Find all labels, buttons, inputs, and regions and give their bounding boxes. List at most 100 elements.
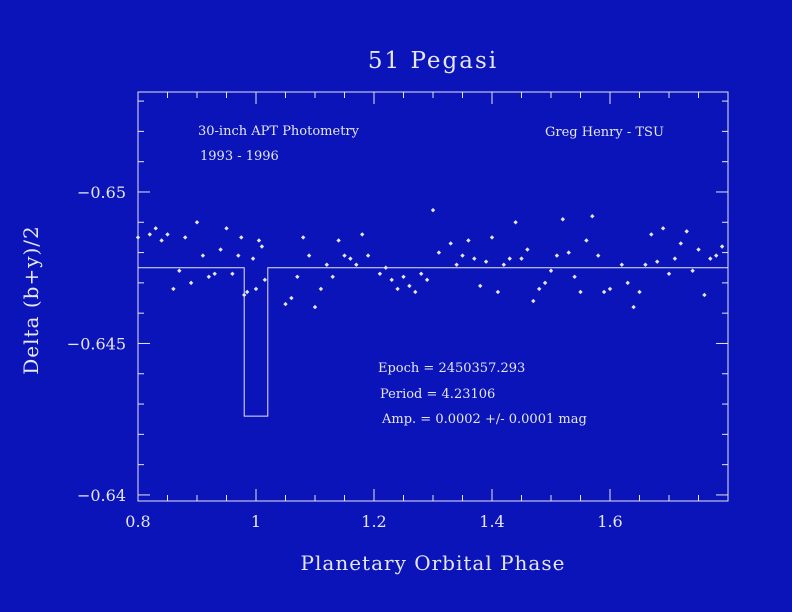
data-point — [596, 253, 601, 258]
data-point — [454, 262, 459, 267]
data-point — [578, 289, 583, 295]
data-point — [259, 244, 265, 249]
data-point — [383, 265, 388, 270]
data-point — [283, 301, 288, 307]
data-point — [395, 286, 400, 292]
data-point — [407, 283, 412, 289]
data-point — [153, 226, 158, 231]
data-point — [495, 289, 501, 295]
y-tick-label: −0.64 — [77, 486, 126, 505]
data-point — [262, 277, 268, 283]
data-point — [188, 280, 194, 286]
data-point — [525, 247, 530, 252]
data-point — [584, 238, 589, 243]
data-point — [489, 235, 495, 240]
data-point — [177, 268, 182, 273]
data-point — [690, 268, 695, 273]
data-point — [330, 274, 335, 280]
y-tick-labels: −0.65 −0.645 −0.64 — [67, 183, 126, 505]
x-tick-label: 0.8 — [125, 512, 150, 531]
data-point — [448, 241, 453, 246]
x-axis-label: Planetary Orbital Phase — [301, 551, 566, 575]
data-point — [531, 298, 536, 304]
x-tick-label: 1.6 — [597, 512, 622, 531]
data-point — [224, 226, 229, 231]
data-point — [566, 250, 571, 255]
data-point — [554, 253, 560, 258]
x-tick-label: 1.4 — [479, 512, 504, 531]
data-point — [590, 214, 595, 219]
data-point — [537, 286, 542, 292]
y-tick-label: −0.645 — [67, 334, 126, 353]
data-point — [377, 271, 383, 276]
data-point — [666, 271, 672, 276]
data-point — [643, 262, 648, 267]
y-axis-label: Delta (b+y)/2 — [19, 225, 43, 375]
data-point — [159, 238, 164, 243]
data-point — [413, 289, 418, 295]
data-point — [336, 238, 341, 243]
data-point — [183, 235, 188, 240]
data-point — [236, 253, 241, 258]
data-point — [714, 253, 719, 258]
annotation-epoch: Epoch = 2450357.293 — [378, 361, 525, 376]
data-point — [601, 289, 607, 295]
data-point — [242, 292, 247, 298]
data-point — [230, 271, 235, 276]
data-point — [348, 256, 353, 261]
data-point — [206, 274, 211, 280]
data-point — [212, 271, 217, 276]
axis-ticks — [137, 92, 729, 501]
data-point — [194, 220, 200, 225]
data-point — [312, 304, 318, 310]
data-point — [696, 247, 701, 252]
data-point — [424, 277, 430, 283]
data-point — [519, 256, 524, 261]
data-point — [649, 232, 654, 237]
annotation-amplitude: Amp. = 0.0002 +/- 0.0001 mag — [381, 412, 587, 427]
data-point — [256, 238, 262, 243]
data-point — [250, 256, 256, 261]
data-point — [318, 286, 324, 292]
data-point — [360, 232, 365, 237]
data-point — [466, 238, 471, 243]
data-point — [295, 274, 300, 280]
data-point — [501, 262, 506, 267]
data-point — [147, 232, 152, 237]
data-point — [430, 207, 436, 213]
data-point — [253, 286, 259, 292]
data-point — [401, 274, 406, 280]
data-point — [365, 253, 371, 258]
data-point — [200, 253, 206, 258]
data-point — [135, 235, 141, 240]
data-point — [708, 256, 713, 261]
data-point — [239, 235, 244, 240]
annotation-years: 1993 - 1996 — [200, 149, 279, 164]
data-point — [460, 253, 465, 258]
annotation-period: Period = 4.23106 — [380, 387, 495, 402]
data-point — [607, 286, 613, 292]
data-point — [478, 283, 483, 289]
data-point — [513, 220, 518, 225]
data-point — [572, 274, 577, 280]
data-point — [342, 253, 347, 258]
data-point — [244, 289, 250, 295]
data-point — [171, 286, 176, 292]
data-point — [660, 226, 666, 231]
annotation-author: Greg Henry - TSU — [545, 125, 664, 140]
data-point — [684, 229, 689, 234]
annotation-instrument: 30-inch APT Photometry — [198, 124, 360, 139]
data-point — [165, 232, 170, 237]
x-tick-label: 1.2 — [361, 512, 386, 531]
data-point — [436, 250, 442, 255]
data-point — [542, 280, 548, 286]
x-tick-label: 1 — [251, 512, 261, 531]
data-point — [655, 259, 660, 264]
data-point — [389, 277, 394, 283]
data-point — [702, 292, 707, 298]
data-point — [619, 262, 624, 267]
data-point — [672, 256, 678, 261]
y-tick-label: −0.65 — [77, 183, 126, 202]
transit-model-line — [138, 267, 728, 417]
